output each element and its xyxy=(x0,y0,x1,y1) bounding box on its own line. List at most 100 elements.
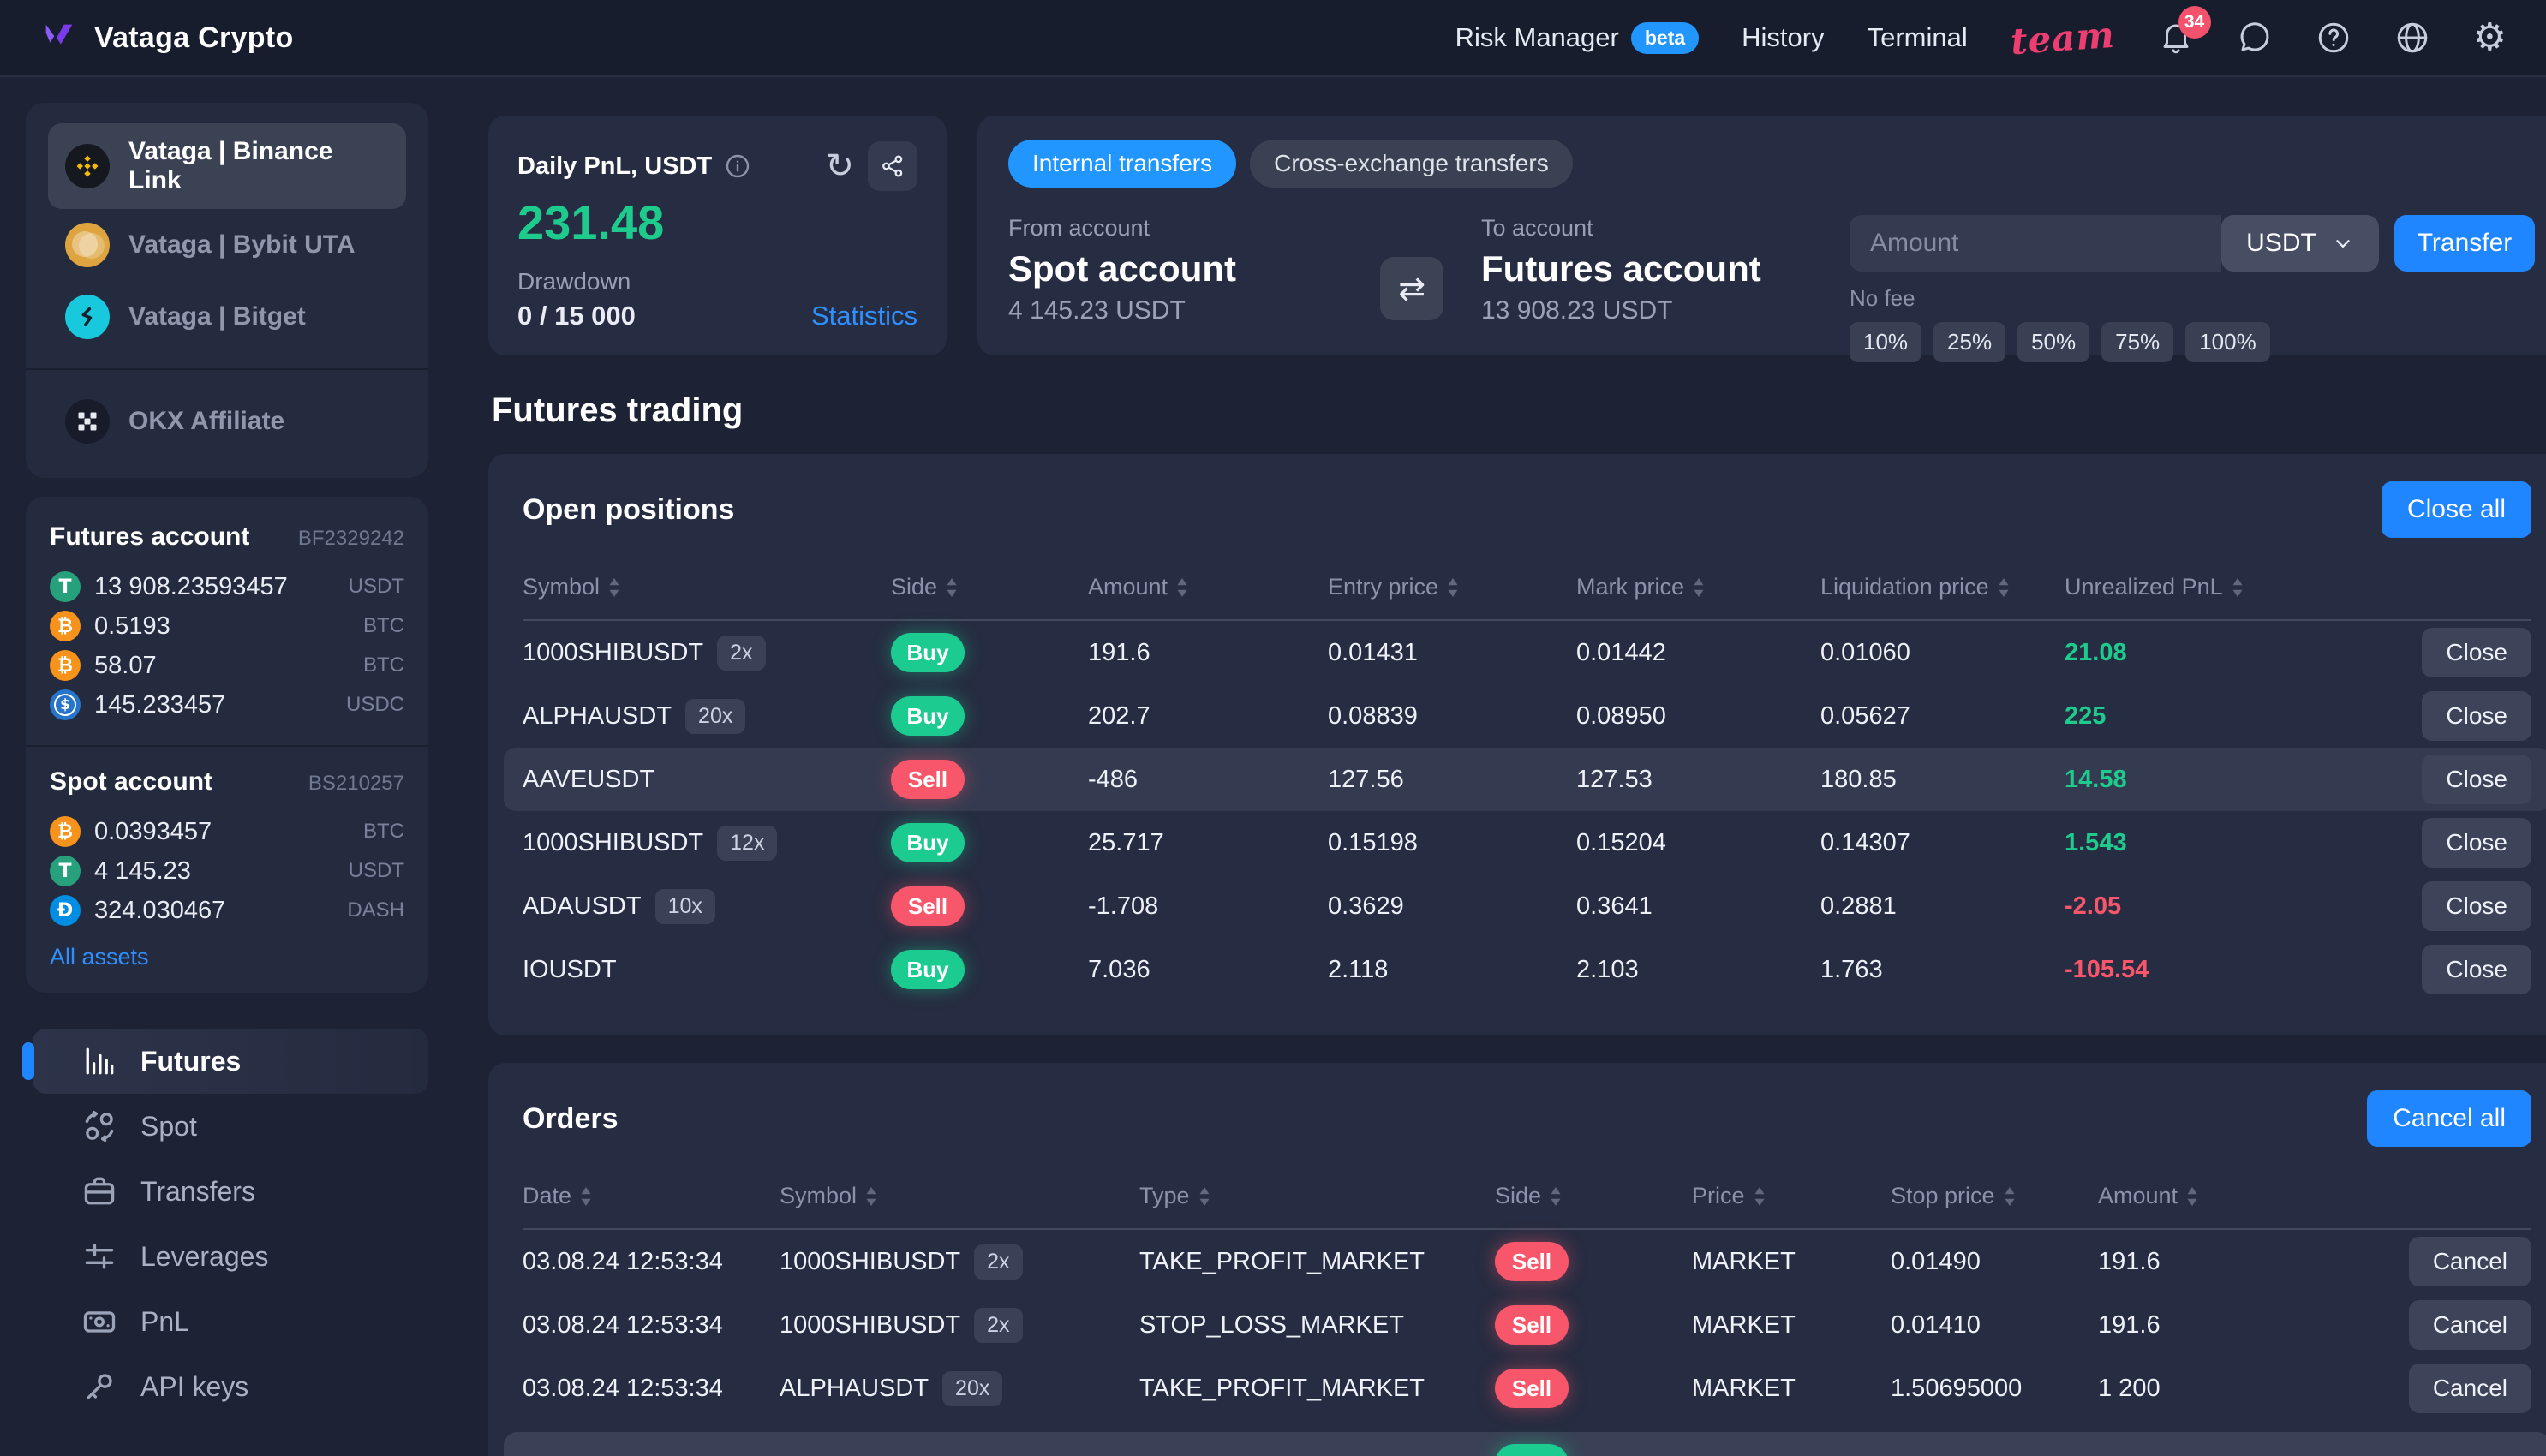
sort-icon xyxy=(608,578,620,597)
amount-input[interactable] xyxy=(1850,215,2221,272)
spot-account-title: Spot account xyxy=(50,767,212,797)
sidebar-item-leverages[interactable]: Leverages xyxy=(33,1224,428,1289)
refresh-icon[interactable]: ↻ xyxy=(825,149,854,183)
position-row: 1000SHIBUSDT12x Buy 25.717 0.15198 0.152… xyxy=(523,811,2531,874)
settings-gear-icon[interactable]: ⚙ xyxy=(2473,19,2507,57)
open-positions-card: Open positions Close all Symbol Side Amo… xyxy=(488,454,2546,1035)
column-amount[interactable]: Amount xyxy=(2098,1183,2412,1209)
drawdown-value: 0 / 15 000 xyxy=(517,301,636,331)
side-badge: Sell xyxy=(1495,1242,1569,1281)
account-label: Vataga | Binance Link xyxy=(128,137,389,195)
tab-cross-exchange-transfers[interactable]: Cross-exchange transfers xyxy=(1250,140,1573,188)
language-globe-icon[interactable] xyxy=(2394,20,2430,56)
mark-price: 0.15204 xyxy=(1576,829,1820,857)
column-unrealized-pnl[interactable]: Unrealized PnL xyxy=(2065,574,2322,600)
sidebar-item-transfers[interactable]: Transfers xyxy=(33,1159,428,1224)
notification-count-badge: 34 xyxy=(2178,6,2211,39)
info-icon[interactable] xyxy=(724,152,751,180)
amount: 7.036 xyxy=(1088,956,1328,984)
account-item-bybit[interactable]: Vataga | Bybit UTA xyxy=(48,209,406,281)
sidebar-item-spot[interactable]: Spot xyxy=(33,1094,428,1159)
bybit-icon xyxy=(65,223,110,267)
sidebar-item-api-keys[interactable]: API keys xyxy=(33,1354,428,1419)
percent-chip-100[interactable]: 100% xyxy=(2185,322,2270,362)
account-label: Vataga | Bitget xyxy=(128,302,306,331)
percent-chip-10[interactable]: 10% xyxy=(1850,322,1921,362)
chat-icon[interactable] xyxy=(2237,20,2273,56)
close-position-button[interactable]: Close xyxy=(2422,628,2531,677)
cancel-all-button[interactable]: Cancel all xyxy=(2367,1090,2531,1147)
percent-chip-25[interactable]: 25% xyxy=(1933,322,2005,362)
leverage-chip: 2x xyxy=(974,1244,1022,1280)
percent-chip-75[interactable]: 75% xyxy=(2101,322,2173,362)
symbol: 1000SHIBUSDT xyxy=(780,1248,960,1276)
nav-terminal[interactable]: Terminal xyxy=(1868,22,1968,53)
symbol: IOUSDT xyxy=(523,956,617,984)
column-date[interactable]: Date xyxy=(523,1183,780,1209)
transfer-button[interactable]: Transfer xyxy=(2394,215,2535,272)
column-mark-price[interactable]: Mark price xyxy=(1576,574,1820,600)
btc-coin-icon: ₿ xyxy=(50,816,81,847)
sort-icon xyxy=(1754,1187,1766,1206)
cancel-order-button[interactable]: Cancel xyxy=(2409,1364,2531,1413)
mark-price: 127.53 xyxy=(1576,766,1820,794)
futures-trading-title: Futures trading xyxy=(492,391,2546,430)
to-account-name: Futures account xyxy=(1481,248,1850,289)
liquidation-price: 180.85 xyxy=(1820,766,2065,794)
sort-icon xyxy=(2232,578,2244,597)
account-item-binance[interactable]: Vataga | Binance Link xyxy=(48,123,406,209)
swap-accounts-button[interactable]: ⇄ xyxy=(1380,257,1443,320)
symbol: AAVEUSDT xyxy=(523,766,654,794)
close-position-button[interactable]: Close xyxy=(2422,881,2531,931)
okx-icon xyxy=(65,399,110,444)
share-icon[interactable] xyxy=(868,141,917,191)
sidebar-item-pnl[interactable]: PnL xyxy=(33,1289,428,1354)
percent-chip-50[interactable]: 50% xyxy=(2017,322,2089,362)
sort-icon xyxy=(1447,578,1459,597)
close-position-button[interactable]: Close xyxy=(2422,755,2531,804)
sort-icon xyxy=(865,1187,877,1206)
tab-internal-transfers[interactable]: Internal transfers xyxy=(1008,140,1236,188)
help-icon[interactable] xyxy=(2316,20,2352,56)
side-badge: Sell xyxy=(891,886,965,926)
liquidation-price: 0.05627 xyxy=(1820,702,2065,731)
chevron-down-icon xyxy=(2332,232,2354,254)
column-type[interactable]: Type xyxy=(1139,1183,1495,1209)
account-item-bitget[interactable]: Vataga | Bitget xyxy=(48,281,406,353)
cancel-order-button[interactable]: Cancel xyxy=(2409,1237,2531,1286)
column-stop-price[interactable]: Stop price xyxy=(1891,1183,2098,1209)
column-symbol[interactable]: Symbol xyxy=(523,574,891,600)
side-badge: Buy xyxy=(891,823,965,862)
statistics-link[interactable]: Statistics xyxy=(811,301,917,331)
column-price[interactable]: Price xyxy=(1692,1183,1891,1209)
sidebar-item-futures[interactable]: Futures xyxy=(33,1029,428,1094)
column-symbol[interactable]: Symbol xyxy=(780,1183,1139,1209)
all-assets-link[interactable]: All assets xyxy=(50,944,149,970)
side-badge: Sell xyxy=(891,760,965,799)
cancel-order-button[interactable]: Cancel xyxy=(2409,1300,2531,1350)
close-position-button[interactable]: Close xyxy=(2422,691,2531,741)
leverage-chip: 20x xyxy=(685,699,745,734)
column-entry-price[interactable]: Entry price xyxy=(1328,574,1576,600)
column-side[interactable]: Side xyxy=(1495,1183,1692,1209)
nav-risk-manager[interactable]: Risk Manager beta xyxy=(1455,22,1700,54)
column-amount[interactable]: Amount xyxy=(1088,574,1328,600)
column-liquidation-price[interactable]: Liquidation price xyxy=(1820,574,2065,600)
close-position-button[interactable]: Close xyxy=(2422,945,2531,994)
balance-currency: BTC xyxy=(363,614,404,638)
okx-affiliate-item[interactable]: OKX Affiliate xyxy=(48,385,406,457)
main-layout: Vataga | Binance Link Vataga | Bybit UTA… xyxy=(0,77,2546,1456)
unrealized-pnl: 225 xyxy=(2065,702,2322,731)
nav-right: Risk Manager beta History Terminal team … xyxy=(1455,17,2507,59)
notifications-bell-icon[interactable]: 34 xyxy=(2158,20,2194,56)
leverage-chip: 12x xyxy=(717,826,777,861)
close-position-button[interactable]: Close xyxy=(2422,818,2531,868)
currency-select[interactable]: USDT xyxy=(2221,215,2379,272)
close-all-button[interactable]: Close all xyxy=(2382,481,2531,538)
vataga-logo-icon xyxy=(39,18,79,57)
sort-icon xyxy=(1998,578,2010,597)
order-type: TAKE_PROFIT_MARKET xyxy=(1139,1375,1495,1403)
column-side[interactable]: Side xyxy=(891,574,1088,600)
amount: 25.717 xyxy=(1088,829,1328,857)
nav-history[interactable]: History xyxy=(1742,22,1824,53)
